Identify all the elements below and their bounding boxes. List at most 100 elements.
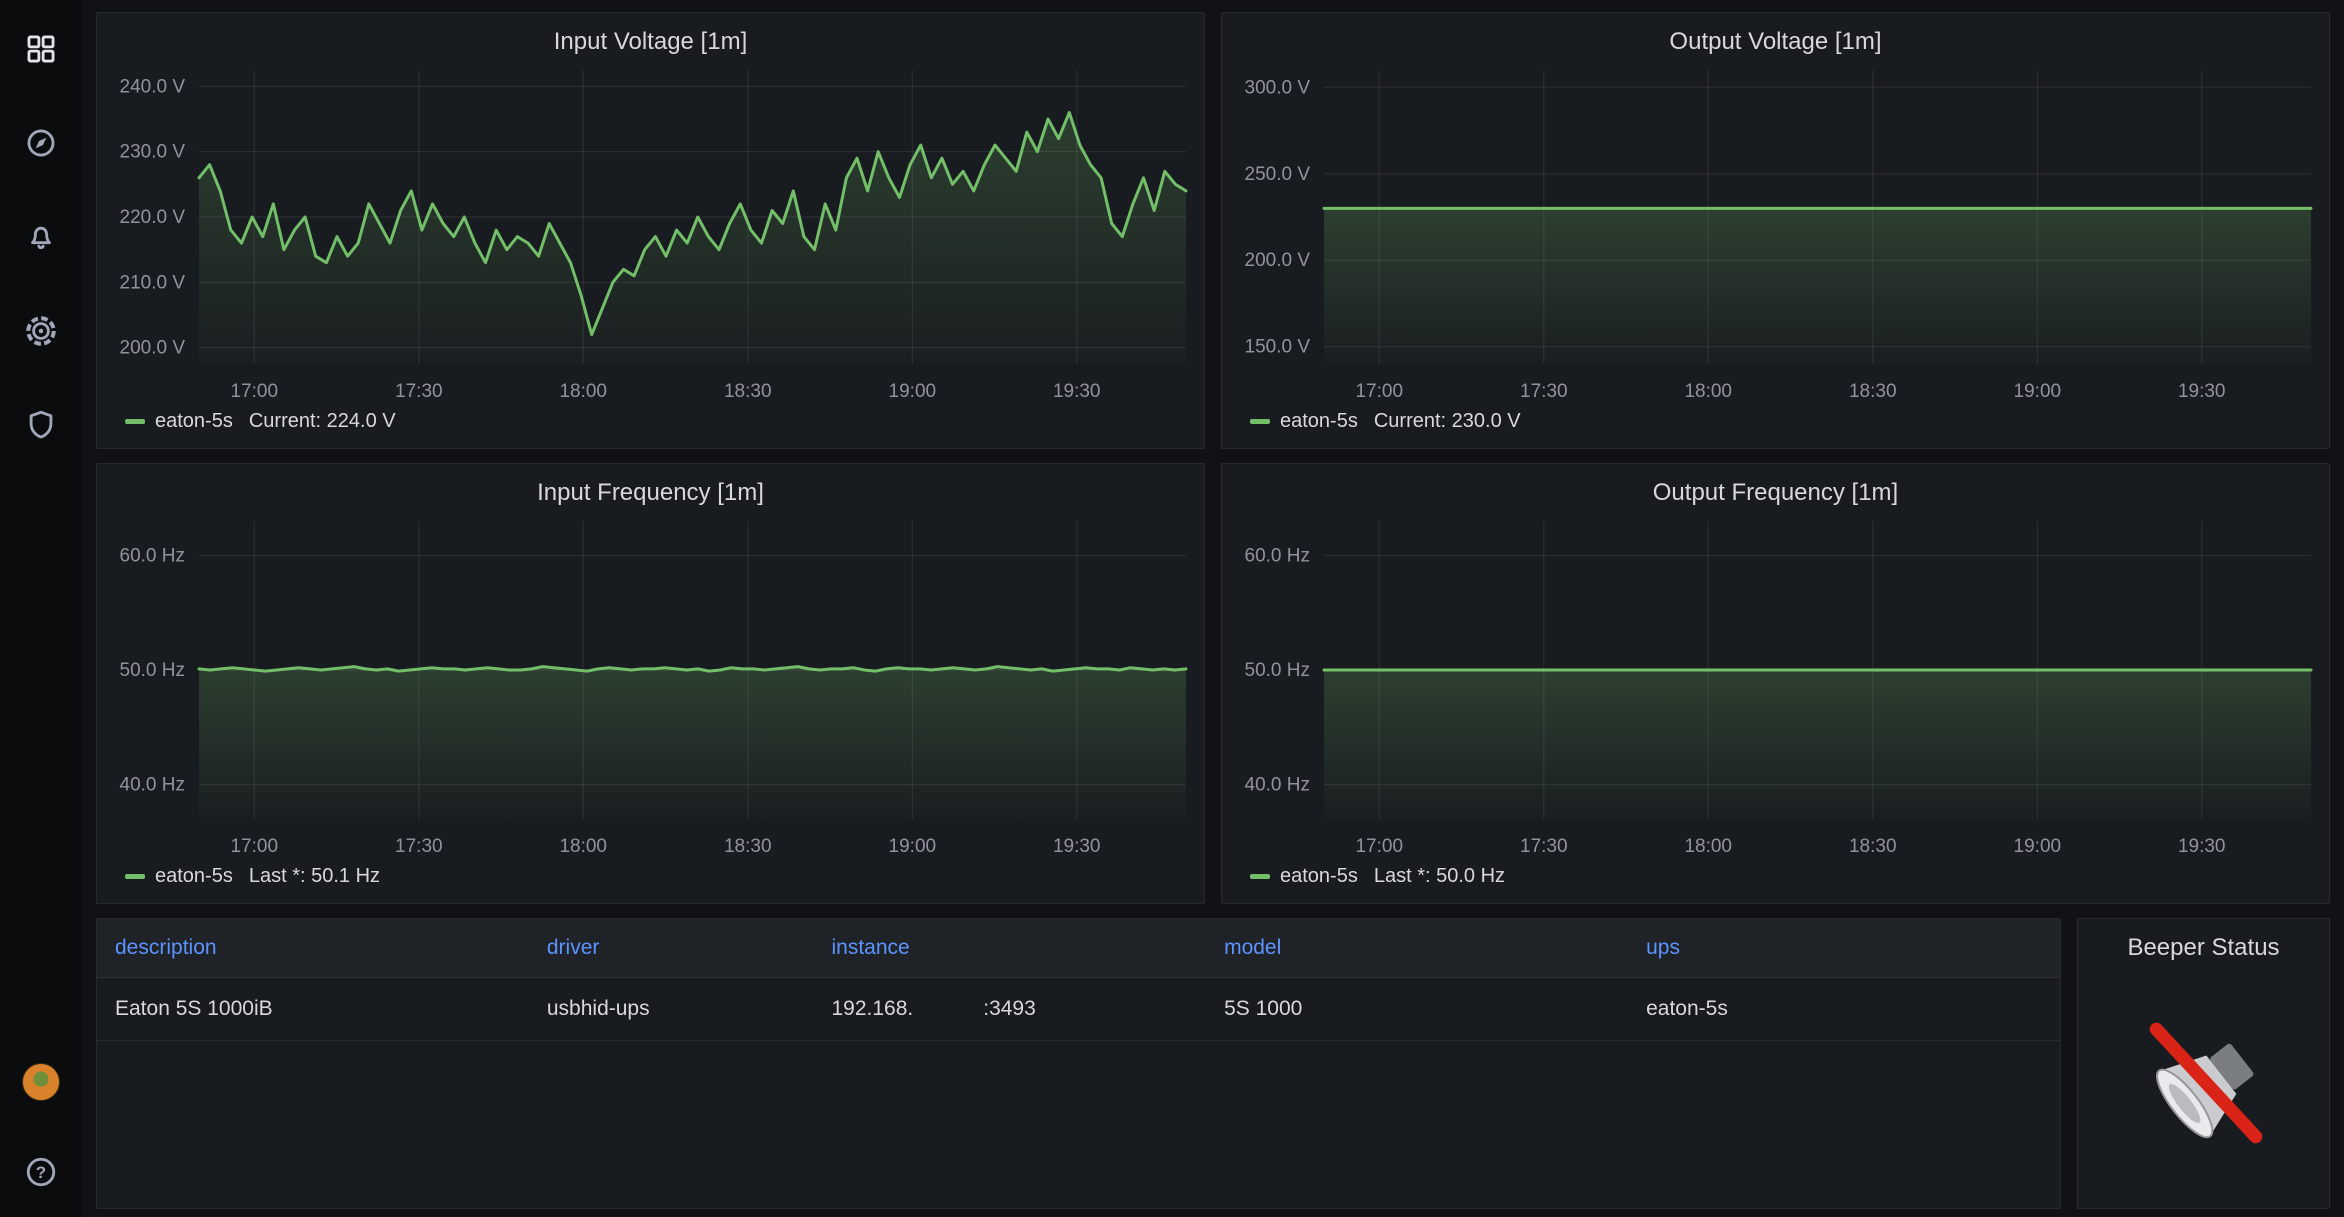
user-avatar[interactable] <box>22 1063 60 1101</box>
output-frequency-legend: eaton-5s Last *: 50.0 Hz <box>1222 865 2329 903</box>
bottom-row: description driver instance model ups Ea… <box>96 918 2330 1209</box>
panel-title-input-frequency[interactable]: Input Frequency [1m] <box>97 464 1204 511</box>
panel-title-output-frequency[interactable]: Output Frequency [1m] <box>1222 464 2329 511</box>
svg-text:60.0 Hz: 60.0 Hz <box>120 545 185 566</box>
column-header-instance[interactable]: instance <box>813 919 1206 978</box>
svg-text:40.0 Hz: 40.0 Hz <box>1245 775 1310 796</box>
output-voltage-chart[interactable]: 150.0 V 200.0 V 250.0 V 300.0 V 17:00 17:30 18… <box>1222 60 2329 410</box>
svg-text:240.0 V: 240.0 V <box>120 76 186 97</box>
explore-compass-icon[interactable] <box>22 124 60 162</box>
table-header-row: description driver instance model ups <box>97 919 2060 978</box>
svg-text:19:30: 19:30 <box>2178 381 2226 402</box>
svg-text:17:00: 17:00 <box>1355 836 1403 857</box>
panel-output-voltage: Output Voltage [1m] 150.0 V 200.0 V 250.0 … <box>1221 12 2330 449</box>
alerting-bell-icon[interactable] <box>22 218 60 256</box>
legend-series-name[interactable]: eaton-5s <box>155 865 233 888</box>
instance-prefix: 192.168. <box>831 997 913 1020</box>
muted-speaker-icon <box>2128 1011 2280 1163</box>
column-header-model[interactable]: model <box>1206 919 1628 978</box>
panel-input-frequency: Input Frequency [1m] 40.0 Hz 50.0 Hz 60.0 … <box>96 463 1205 904</box>
cell-driver: usbhid-ups <box>529 978 814 1041</box>
output-voltage-legend: eaton-5s Current: 230.0 V <box>1222 410 2329 448</box>
svg-text:17:00: 17:00 <box>230 836 278 857</box>
beeper-status-panel: Beeper Status <box>2077 918 2330 1209</box>
help-icon[interactable]: ? <box>22 1153 60 1191</box>
instance-suffix: :3493 <box>983 997 1036 1020</box>
legend-stat: Last *: 50.0 Hz <box>1374 865 1505 888</box>
legend-swatch[interactable] <box>1250 419 1270 424</box>
svg-text:150.0 V: 150.0 V <box>1245 337 1311 358</box>
column-header-driver[interactable]: driver <box>529 919 814 978</box>
panel-title-output-voltage[interactable]: Output Voltage [1m] <box>1222 13 2329 60</box>
legend-series-name[interactable]: eaton-5s <box>1280 410 1358 433</box>
svg-text:19:00: 19:00 <box>889 381 937 402</box>
svg-text:19:00: 19:00 <box>2014 836 2062 857</box>
svg-text:18:30: 18:30 <box>1849 381 1897 402</box>
input-frequency-legend: eaton-5s Last *: 50.1 Hz <box>97 865 1204 903</box>
svg-text:17:30: 17:30 <box>395 381 443 402</box>
input-voltage-chart[interactable]: 200.0 V 210.0 V 220.0 V 230.0 V 240.0 V 17:00… <box>97 60 1204 410</box>
svg-text:17:00: 17:00 <box>1355 381 1403 402</box>
input-frequency-chart[interactable]: 40.0 Hz 50.0 Hz 60.0 Hz 17:00 17:30 18:00 18:3… <box>97 511 1204 865</box>
svg-text:17:30: 17:30 <box>395 836 443 857</box>
chart-row-1: Input Voltage [1m] 200.0 V 210.0 V 220.0 V… <box>96 12 2330 449</box>
svg-text:18:30: 18:30 <box>724 836 772 857</box>
svg-text:18:30: 18:30 <box>1849 836 1897 857</box>
legend-swatch[interactable] <box>1250 874 1270 879</box>
apps-grid-icon[interactable] <box>22 30 60 68</box>
svg-text:200.0 V: 200.0 V <box>120 338 186 359</box>
input-voltage-legend: eaton-5s Current: 224.0 V <box>97 410 1204 448</box>
svg-text:17:00: 17:00 <box>230 381 278 402</box>
cell-ups: eaton-5s <box>1628 978 2060 1041</box>
dashboard-main: Input Voltage [1m] 200.0 V 210.0 V 220.0 V… <box>82 0 2344 1217</box>
ups-info-table-panel: description driver instance model ups Ea… <box>96 918 2061 1209</box>
cell-model: 5S 1000 <box>1206 978 1628 1041</box>
legend-series-name[interactable]: eaton-5s <box>155 410 233 433</box>
panel-title-beeper-status[interactable]: Beeper Status <box>2078 919 2329 966</box>
svg-text:250.0 V: 250.0 V <box>1245 164 1311 185</box>
legend-swatch[interactable] <box>125 419 145 424</box>
svg-text:19:00: 19:00 <box>889 836 937 857</box>
svg-text:50.0 Hz: 50.0 Hz <box>1245 660 1310 681</box>
svg-text:200.0 V: 200.0 V <box>1245 250 1311 271</box>
sidebar: ? <box>0 0 82 1217</box>
admin-shield-icon[interactable] <box>22 406 60 444</box>
panel-output-frequency: Output Frequency [1m] 40.0 Hz 50.0 Hz 60.0… <box>1221 463 2330 904</box>
panel-input-voltage: Input Voltage [1m] 200.0 V 210.0 V 220.0 V… <box>96 12 1205 449</box>
svg-text:?: ? <box>36 1163 46 1182</box>
svg-text:220.0 V: 220.0 V <box>120 207 186 228</box>
legend-swatch[interactable] <box>125 874 145 879</box>
panel-title-input-voltage[interactable]: Input Voltage [1m] <box>97 13 1204 60</box>
cell-instance: 192.168. :3493 <box>813 978 1206 1041</box>
output-frequency-chart[interactable]: 40.0 Hz 50.0 Hz 60.0 Hz 17:00 17:30 18:00 18:3… <box>1222 511 2329 865</box>
svg-text:17:30: 17:30 <box>1520 381 1568 402</box>
svg-text:19:30: 19:30 <box>1053 836 1101 857</box>
svg-text:19:30: 19:30 <box>2178 836 2226 857</box>
svg-text:300.0 V: 300.0 V <box>1245 77 1311 98</box>
svg-text:18:00: 18:00 <box>559 836 607 857</box>
svg-text:19:30: 19:30 <box>1053 381 1101 402</box>
legend-stat: Current: 224.0 V <box>249 410 396 433</box>
cell-description: Eaton 5S 1000iB <box>97 978 529 1041</box>
svg-text:60.0 Hz: 60.0 Hz <box>1245 545 1310 566</box>
legend-stat: Last *: 50.1 Hz <box>249 865 380 888</box>
svg-text:18:00: 18:00 <box>1684 381 1732 402</box>
column-header-ups[interactable]: ups <box>1628 919 2060 978</box>
svg-text:210.0 V: 210.0 V <box>120 272 186 293</box>
svg-text:18:30: 18:30 <box>724 381 772 402</box>
chart-row-2: Input Frequency [1m] 40.0 Hz 50.0 Hz 60.0 … <box>96 463 2330 904</box>
svg-text:40.0 Hz: 40.0 Hz <box>120 775 185 796</box>
ups-info-table: description driver instance model ups Ea… <box>97 919 2060 1041</box>
svg-text:17:30: 17:30 <box>1520 836 1568 857</box>
column-header-description[interactable]: description <box>97 919 529 978</box>
svg-text:19:00: 19:00 <box>2014 381 2062 402</box>
svg-text:230.0 V: 230.0 V <box>120 142 186 163</box>
svg-text:18:00: 18:00 <box>559 381 607 402</box>
beeper-body <box>2078 966 2329 1208</box>
table-row: Eaton 5S 1000iB usbhid-ups 192.168. :3493… <box>97 978 2060 1041</box>
legend-stat: Current: 230.0 V <box>1374 410 1521 433</box>
svg-text:18:00: 18:00 <box>1684 836 1732 857</box>
configuration-gear-icon[interactable] <box>22 312 60 350</box>
legend-series-name[interactable]: eaton-5s <box>1280 865 1358 888</box>
svg-text:50.0 Hz: 50.0 Hz <box>120 660 185 681</box>
